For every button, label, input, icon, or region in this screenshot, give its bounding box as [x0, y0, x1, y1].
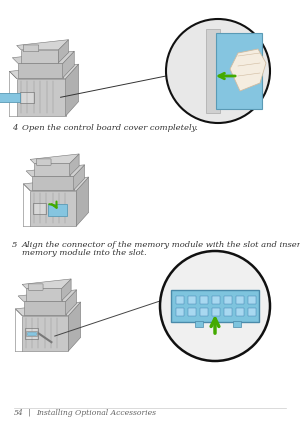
Text: Installing Optional Accessories: Installing Optional Accessories	[36, 409, 156, 417]
Bar	[22, 316, 68, 351]
Bar	[176, 296, 184, 304]
Polygon shape	[66, 64, 79, 116]
Text: 5: 5	[12, 241, 17, 249]
Polygon shape	[58, 40, 68, 63]
Bar	[224, 308, 232, 316]
Bar	[195, 321, 203, 327]
Polygon shape	[22, 279, 71, 288]
Polygon shape	[230, 49, 266, 91]
Text: Align the connector of the memory module with the slot and insert the: Align the connector of the memory module…	[22, 241, 300, 249]
Polygon shape	[76, 177, 88, 226]
Bar	[30, 191, 76, 226]
Bar	[248, 296, 256, 304]
Bar	[212, 308, 220, 316]
Bar	[48, 204, 67, 216]
Text: Open the control board cover completely.: Open the control board cover completely.	[22, 124, 198, 132]
Bar	[176, 308, 184, 316]
Polygon shape	[30, 154, 79, 164]
Polygon shape	[66, 290, 76, 315]
Bar	[0, 93, 20, 101]
FancyBboxPatch shape	[28, 284, 43, 290]
Polygon shape	[12, 51, 74, 63]
Text: 54: 54	[14, 409, 24, 417]
Bar	[216, 33, 262, 109]
Bar	[20, 92, 34, 103]
Bar	[26, 288, 62, 301]
Bar	[212, 296, 220, 304]
Bar	[188, 296, 196, 304]
Circle shape	[166, 19, 270, 123]
Bar	[236, 308, 244, 316]
Bar	[206, 29, 220, 113]
Circle shape	[160, 251, 270, 361]
Bar	[224, 296, 232, 304]
Polygon shape	[16, 40, 68, 50]
Polygon shape	[23, 177, 88, 191]
Text: 4: 4	[12, 124, 17, 132]
Bar	[188, 308, 196, 316]
Polygon shape	[68, 302, 81, 351]
Bar	[21, 50, 58, 63]
Polygon shape	[74, 165, 85, 190]
Bar	[16, 78, 66, 116]
Bar	[200, 296, 208, 304]
Bar	[27, 332, 36, 335]
Polygon shape	[18, 290, 76, 301]
Text: |: |	[28, 409, 31, 417]
Bar	[171, 290, 259, 322]
Polygon shape	[70, 154, 79, 176]
Bar	[25, 328, 38, 339]
Text: memory module into the slot.: memory module into the slot.	[22, 249, 147, 257]
Bar	[23, 301, 66, 315]
Bar	[18, 63, 63, 78]
Bar	[248, 308, 256, 316]
Bar	[233, 321, 241, 327]
Bar	[236, 296, 244, 304]
Bar	[33, 203, 46, 214]
FancyBboxPatch shape	[37, 159, 51, 165]
Polygon shape	[63, 51, 74, 78]
Polygon shape	[26, 165, 85, 176]
Bar	[32, 176, 74, 190]
Bar	[200, 308, 208, 316]
Bar	[34, 164, 70, 176]
Polygon shape	[9, 64, 79, 78]
FancyBboxPatch shape	[23, 45, 39, 52]
Bar	[26, 331, 37, 336]
Polygon shape	[15, 302, 81, 316]
Polygon shape	[61, 279, 71, 301]
